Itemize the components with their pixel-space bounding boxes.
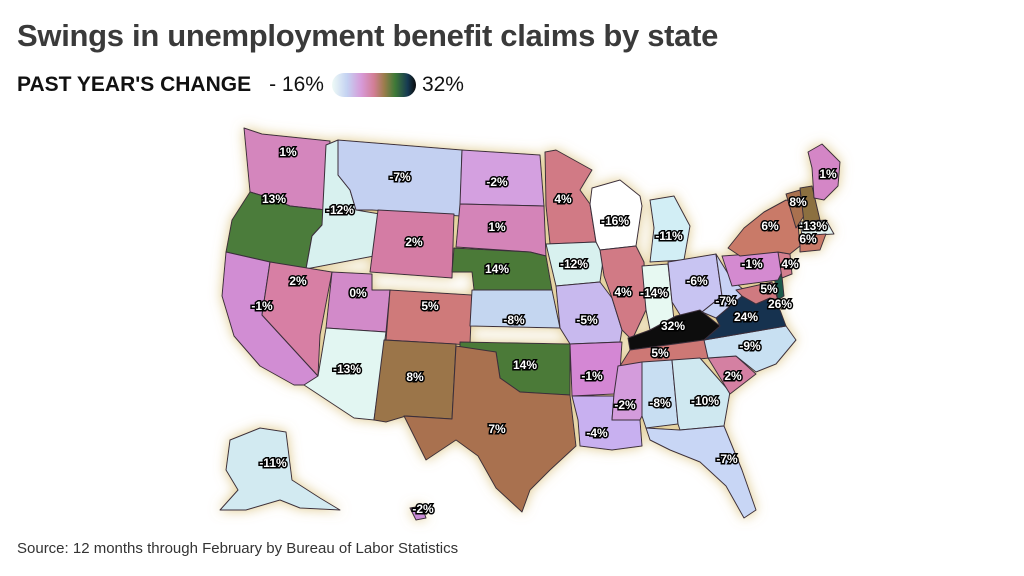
state-value-label: 2% bbox=[289, 274, 307, 288]
state-mo bbox=[555, 281, 623, 345]
legend-title: PAST YEAR'S CHANGE bbox=[17, 73, 252, 96]
state-value-label: 7% bbox=[488, 422, 506, 436]
legend-max-label: 32% bbox=[421, 73, 464, 96]
state-value-label: -12% bbox=[326, 203, 354, 217]
state-value-label: 8% bbox=[406, 370, 424, 384]
state-value-label: -11% bbox=[259, 456, 287, 470]
state-value-label: -12% bbox=[560, 257, 588, 271]
state-value-label: 26% bbox=[768, 297, 792, 311]
state-az bbox=[303, 327, 387, 421]
state-value-label: 8% bbox=[789, 195, 807, 209]
state-ma bbox=[799, 219, 835, 237]
legend-color-scale bbox=[331, 73, 416, 97]
state-value-label: 13% bbox=[262, 192, 286, 206]
state-value-label: -5% bbox=[576, 313, 598, 327]
state-value-label: 5% bbox=[760, 282, 778, 296]
legend-min-label: - 16% bbox=[269, 73, 324, 96]
state-value-label: -7% bbox=[715, 294, 737, 308]
state-wy bbox=[369, 209, 455, 279]
state-value-label: 2% bbox=[724, 369, 742, 383]
legend: PAST YEAR'S CHANGE - 16% 32% bbox=[17, 70, 464, 100]
state-value-label: 6% bbox=[761, 219, 779, 233]
state-value-label: -10% bbox=[691, 394, 719, 408]
state-value-label: -13% bbox=[799, 219, 827, 233]
state-ct bbox=[799, 233, 827, 253]
state-value-label: -2% bbox=[486, 175, 508, 189]
state-value-label: -1% bbox=[251, 299, 273, 313]
state-value-label: 1% bbox=[488, 220, 506, 234]
state-value-label: 2% bbox=[405, 235, 423, 249]
state-value-label: -11% bbox=[655, 229, 683, 243]
state-tx bbox=[403, 345, 577, 513]
state-value-label: -7% bbox=[716, 452, 738, 466]
state-value-label: -13% bbox=[333, 362, 361, 376]
state-value-labels: 1% 13% -1% -12% 2% -7% 2% 0% -13% 5% 8% -2% 1% 14% -8%… bbox=[250, 144, 839, 518]
state-value-label: -8% bbox=[503, 313, 525, 327]
state-value-label: 6% bbox=[799, 232, 817, 246]
state-value-label: 14% bbox=[485, 262, 509, 276]
state-value-label: -7% bbox=[389, 170, 411, 184]
state-value-label: -6% bbox=[686, 274, 708, 288]
state-value-label: 24% bbox=[734, 310, 758, 324]
state-nc bbox=[703, 325, 797, 373]
state-value-label: 32% bbox=[661, 319, 685, 333]
state-ut bbox=[325, 271, 391, 333]
state-value-label: 0% bbox=[349, 286, 367, 300]
state-nv bbox=[261, 261, 333, 377]
state-value-label: -4% bbox=[586, 426, 608, 440]
state-value-label: 14% bbox=[513, 358, 537, 372]
state-value-label: -2% bbox=[412, 502, 434, 516]
state-fl bbox=[645, 425, 757, 519]
state-value-label: 1% bbox=[819, 167, 837, 181]
state-ak bbox=[219, 427, 341, 511]
state-value-label: -1% bbox=[581, 369, 603, 383]
state-md bbox=[735, 281, 779, 305]
state-value-label: -16% bbox=[601, 214, 629, 228]
state-value-label: -8% bbox=[649, 396, 671, 410]
state-value-label: 4% bbox=[614, 285, 632, 299]
state-value-label: 4% bbox=[781, 257, 799, 271]
state-value-label: -14% bbox=[640, 286, 668, 300]
source-note: Source: 12 months through February by Bu… bbox=[17, 540, 459, 557]
state-al bbox=[641, 359, 679, 429]
state-value-label: 1% bbox=[279, 145, 297, 159]
state-value-label: -2% bbox=[614, 398, 636, 412]
state-hi bbox=[409, 505, 427, 521]
state-value-label: 5% bbox=[421, 299, 439, 313]
state-value-label: 5% bbox=[651, 346, 669, 360]
state-ia bbox=[545, 241, 605, 287]
state-value-label: -9% bbox=[739, 339, 761, 353]
chart-title: Swings in unemployment benefit claims by… bbox=[17, 18, 719, 53]
state-value-label: -1% bbox=[741, 257, 763, 271]
state-me bbox=[807, 143, 841, 201]
state-shapes bbox=[219, 127, 841, 521]
state-value-label: 4% bbox=[554, 192, 572, 206]
